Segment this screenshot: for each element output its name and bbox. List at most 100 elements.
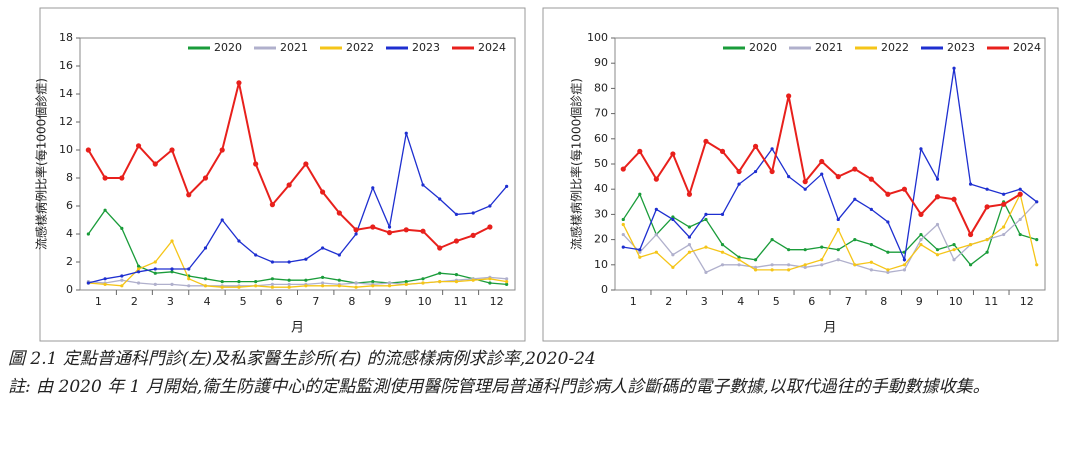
- data-point: [671, 217, 675, 222]
- y-tick-label: 12: [59, 115, 73, 128]
- data-point: [1018, 217, 1022, 222]
- data-point: [638, 192, 642, 196]
- data-point: [404, 280, 408, 284]
- data-point: [487, 224, 493, 230]
- series-line: [622, 201, 1038, 274]
- data-point: [135, 143, 142, 149]
- data-point: [687, 250, 692, 254]
- data-point: [371, 284, 375, 288]
- data-point: [967, 231, 974, 238]
- y-tick-label: 14: [59, 87, 73, 100]
- data-point: [869, 207, 873, 211]
- data-point: [934, 194, 941, 200]
- data-point: [488, 277, 492, 281]
- data-point: [337, 284, 341, 288]
- panel-frame: [39, 7, 526, 342]
- legend-label: 2020: [749, 41, 777, 54]
- data-point: [120, 284, 124, 288]
- x-tick-label: 10: [418, 295, 432, 308]
- data-point: [820, 172, 824, 176]
- data-point: [952, 66, 956, 70]
- data-point: [935, 222, 940, 227]
- x-tick-label: 11: [454, 295, 468, 308]
- data-point: [203, 246, 208, 250]
- data-point: [186, 192, 192, 198]
- data-point: [952, 248, 956, 252]
- data-point: [653, 176, 659, 182]
- data-point: [952, 243, 956, 247]
- data-point: [269, 202, 276, 208]
- data-point: [885, 191, 891, 197]
- data-point: [704, 270, 708, 274]
- data-point: [1002, 225, 1006, 229]
- data-point: [136, 264, 141, 268]
- data-point: [470, 232, 476, 238]
- data-point: [902, 258, 907, 262]
- data-point: [752, 143, 759, 149]
- data-point: [687, 225, 692, 229]
- data-point: [169, 147, 175, 153]
- x-tick-label: 2: [665, 295, 672, 308]
- data-point: [320, 281, 325, 285]
- data-point: [787, 268, 791, 272]
- data-point: [387, 284, 392, 288]
- data-point: [836, 217, 840, 222]
- data-point: [654, 250, 658, 254]
- data-point: [919, 238, 923, 242]
- data-point: [203, 284, 208, 288]
- data-point: [687, 243, 692, 247]
- x-tick-label: 4: [204, 295, 211, 308]
- panel-frame: [542, 7, 1059, 342]
- data-point: [287, 260, 291, 264]
- data-point: [387, 225, 392, 229]
- y-tick-label: 20: [594, 233, 608, 246]
- data-point: [320, 275, 325, 279]
- x-tick-label: 8: [880, 295, 887, 308]
- data-point: [737, 263, 741, 267]
- y-tick-label: 4: [66, 227, 73, 240]
- data-point: [120, 278, 124, 282]
- data-point: [270, 277, 275, 281]
- series-line: [622, 192, 1037, 266]
- y-tick-label: 10: [594, 258, 608, 271]
- data-point: [803, 187, 807, 191]
- data-point: [153, 282, 157, 286]
- data-point: [304, 278, 308, 282]
- data-point: [985, 250, 989, 254]
- data-point: [219, 147, 225, 153]
- data-point: [620, 166, 626, 172]
- data-point: [737, 255, 741, 259]
- x-tick-label: 2: [131, 295, 138, 308]
- data-point: [803, 265, 807, 269]
- data-point: [220, 218, 224, 222]
- data-point: [505, 277, 509, 281]
- data-point: [901, 186, 908, 192]
- caption: 圖 2.1 定點普通科門診(左)及私家醫生診所(右) 的流感樣病例求診率,202…: [8, 349, 596, 369]
- data-point: [170, 282, 174, 286]
- data-point: [621, 222, 625, 227]
- data-point: [1001, 201, 1007, 207]
- data-point: [753, 268, 758, 272]
- data-point: [786, 93, 792, 99]
- data-point: [421, 281, 425, 285]
- x-tick-label: 3: [701, 295, 708, 308]
- data-point: [237, 239, 241, 243]
- data-point: [720, 243, 725, 247]
- data-point: [237, 280, 241, 284]
- data-point: [1002, 232, 1006, 237]
- data-point: [421, 277, 425, 281]
- data-point: [85, 147, 91, 153]
- plot-area: [614, 37, 1046, 291]
- x-tick-label: 1: [95, 295, 102, 308]
- y-tick-label: 70: [594, 107, 608, 120]
- y-axis-label: 流感樣病例比率(每1000個診症): [34, 78, 49, 250]
- data-point: [386, 230, 393, 236]
- data-point: [770, 268, 774, 272]
- data-point: [438, 271, 442, 275]
- data-point: [770, 263, 774, 267]
- y-tick-label: 80: [594, 81, 608, 94]
- data-point: [687, 235, 692, 239]
- data-point: [902, 263, 907, 267]
- y-tick-label: 6: [66, 199, 73, 212]
